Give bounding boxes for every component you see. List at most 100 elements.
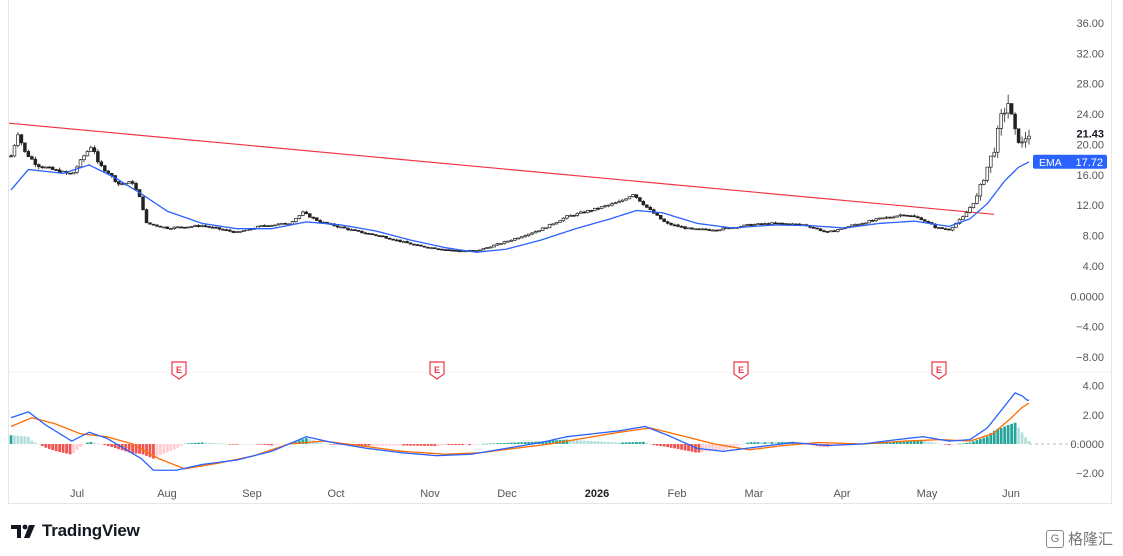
resistance-trendline (9, 122, 995, 215)
candle (613, 201, 618, 205)
candle-body (749, 223, 753, 226)
candle-body (516, 237, 521, 240)
candle-body (679, 226, 684, 228)
macd-layer (9, 392, 1079, 471)
macd-histogram-bar (648, 444, 652, 445)
candle (825, 231, 830, 233)
candle-body (1016, 128, 1021, 143)
macd-histogram-bar (555, 440, 558, 444)
macd-histogram-bar (155, 444, 159, 457)
candle (860, 222, 864, 225)
candle (936, 227, 941, 229)
candle (662, 218, 666, 223)
candle-body (276, 223, 281, 226)
candle-body (394, 239, 399, 242)
macd-histogram-bar (1020, 432, 1024, 444)
macd-histogram-bar (162, 444, 166, 454)
macd-histogram-bar (9, 435, 13, 444)
candle-body (884, 216, 889, 219)
candle (641, 200, 646, 206)
macd-histogram-bar (753, 442, 756, 444)
candle-body (335, 225, 340, 228)
candle-body (495, 243, 500, 246)
macd-histogram-bar (662, 444, 666, 447)
macd-histogram-bar (127, 444, 131, 453)
time-tick-label: Feb (668, 488, 687, 500)
candle-body (315, 217, 319, 221)
macd-histogram-bar (419, 444, 423, 446)
candle (586, 209, 590, 214)
candle-body (596, 207, 600, 210)
candle-body (870, 220, 875, 222)
macd-histogram-bar (86, 442, 89, 444)
candle-body (655, 212, 659, 216)
candle-body (662, 218, 666, 223)
chart-svg[interactable]: E E E E 36.00 32.00 28.00 24.00 20.00 16.00 12.00… (9, 0, 1113, 504)
candle-body (999, 113, 1003, 129)
candle (551, 223, 555, 226)
candle (450, 249, 454, 252)
candle-body (228, 229, 232, 232)
macd-histogram-bar (124, 444, 128, 452)
candle (857, 223, 861, 226)
macd-histogram-bar (20, 436, 23, 444)
candle-body (551, 223, 555, 226)
candle-body (1009, 103, 1014, 115)
candle (134, 181, 138, 191)
candle-body (978, 184, 983, 197)
candle (596, 206, 600, 211)
candle (457, 250, 461, 253)
macd-histogram-bar (145, 444, 148, 456)
macd-histogram-bar (377, 444, 381, 446)
candle (353, 229, 357, 232)
time-tick-label: Mar (745, 488, 764, 500)
macd-histogram-bar (628, 442, 631, 444)
candle (811, 226, 816, 229)
candle-body (971, 203, 976, 208)
candle-body (172, 226, 177, 229)
candle (707, 228, 712, 231)
candle-body (440, 248, 444, 251)
macd-histogram-bar (96, 443, 100, 445)
candle (589, 209, 593, 213)
macd-histogram-bar (568, 439, 572, 444)
candle (308, 213, 312, 218)
candle (381, 235, 385, 238)
candle (242, 230, 246, 232)
candle-body (47, 166, 51, 169)
candle (975, 192, 979, 205)
candle-body (158, 225, 163, 228)
macd-histogram-bar (714, 444, 718, 451)
macd-histogram-bar (593, 441, 597, 444)
candle-body (342, 226, 347, 229)
candle (422, 245, 427, 248)
macd-histogram-bar (711, 444, 715, 451)
macd-histogram-bar (1024, 437, 1027, 444)
macd-histogram-bar (297, 440, 301, 444)
candle (71, 171, 76, 175)
candle (453, 249, 458, 252)
macd-histogram-bar (707, 444, 711, 452)
candle (523, 234, 527, 238)
candle-body (627, 196, 632, 200)
macd-histogram-bar (652, 444, 656, 446)
macd-histogram-bar (44, 444, 48, 448)
tradingview-logo-icon[interactable] (10, 522, 36, 540)
candle-body (71, 171, 76, 175)
candle-body (16, 134, 20, 146)
candle (669, 222, 673, 226)
chart-area[interactable]: E E E E 36.00 32.00 28.00 24.00 20.00 16.00 12.00… (8, 0, 1113, 504)
macd-histogram-bar (933, 442, 937, 444)
candle-body (1013, 113, 1017, 130)
watermark: G 格隆汇 (1045, 528, 1113, 549)
candle (759, 223, 764, 226)
candle-body (415, 244, 420, 246)
candle-body (891, 216, 896, 219)
candle (196, 224, 201, 228)
candle (718, 229, 722, 232)
candle-body (381, 235, 385, 238)
macd-histogram-bar (951, 444, 954, 445)
time-tick-label: Jul (70, 488, 84, 500)
macd-histogram-bar (579, 440, 583, 444)
